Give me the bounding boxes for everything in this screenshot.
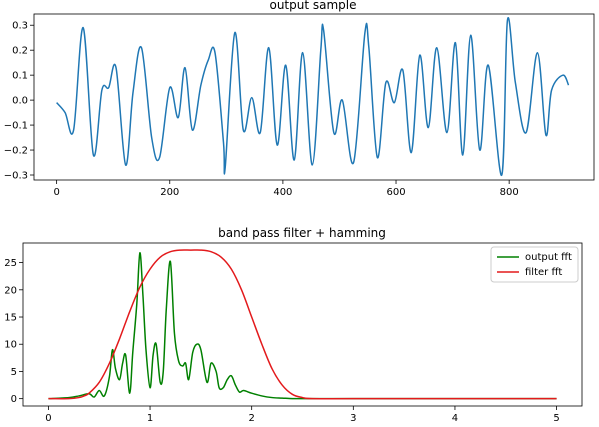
- y-tick-label: 0.3: [12, 21, 28, 32]
- series-line-output-fft: [48, 252, 557, 400]
- x-tick-label: 5: [553, 413, 559, 424]
- x-tick-label: 600: [386, 187, 405, 198]
- x-axis: 0 1 2 3 4 5: [45, 406, 560, 424]
- y-tick-label: −0.2: [4, 146, 28, 157]
- y-tick-label: 0.2: [12, 46, 28, 57]
- x-tick-label: 1: [147, 413, 153, 424]
- x-axis: 0 200 400 600 800: [53, 180, 519, 198]
- y-tick-label: 0: [11, 394, 17, 405]
- legend-label-output-fft: output fft: [525, 252, 572, 263]
- y-tick-label: −0.3: [4, 171, 28, 182]
- x-tick-label: 2: [248, 413, 254, 424]
- plot-frame: [22, 242, 583, 407]
- output-sample-chart: output sample −0.3 −0.2 −0.1 0.0 0.1 0.2 0.3 0…: [4, 0, 595, 198]
- y-tick-label: 0.1: [12, 71, 28, 82]
- x-tick-label: 4: [452, 413, 458, 424]
- y-tick-label: 20: [4, 285, 17, 296]
- y-tick-label: 25: [4, 258, 17, 269]
- legend-label-filter-fft: filter fft: [525, 267, 562, 278]
- plot-area: [48, 249, 557, 400]
- x-tick-label: 3: [350, 413, 356, 424]
- series-line-filter-fft: [48, 249, 557, 400]
- legend-box: [490, 246, 579, 283]
- chart-title: band pass filter + hamming: [218, 226, 386, 240]
- y-tick-label: 10: [4, 340, 17, 351]
- y-axis: 0 5 10 15 20 25: [4, 258, 23, 405]
- y-axis: −0.3 −0.2 −0.1 0.0 0.1 0.2 0.3: [4, 21, 34, 182]
- y-tick-label: −0.1: [4, 121, 28, 132]
- x-tick-label: 0: [53, 187, 59, 198]
- series-line-0: [56, 16, 570, 176]
- y-tick-label: 0.0: [12, 96, 28, 107]
- x-tick-label: 200: [160, 187, 179, 198]
- plot-area: [56, 16, 570, 176]
- legend: output fft filter fft: [490, 246, 579, 283]
- x-tick-label: 400: [273, 187, 292, 198]
- x-tick-label: 800: [500, 187, 519, 198]
- y-tick-label: 5: [11, 367, 17, 378]
- plot-frame: [33, 13, 595, 181]
- chart-title: output sample: [269, 0, 356, 12]
- y-tick-label: 15: [4, 313, 17, 324]
- x-tick-label: 0: [45, 413, 51, 424]
